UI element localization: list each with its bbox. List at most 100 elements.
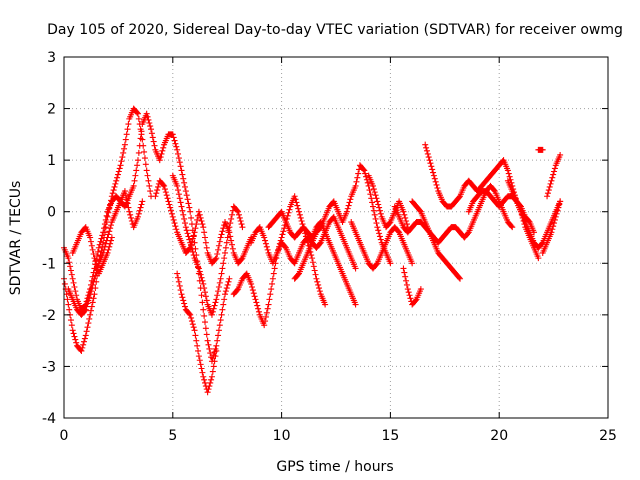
data-point [223, 285, 230, 292]
data-point [217, 275, 224, 282]
data-point [525, 217, 532, 224]
data-point [431, 175, 438, 182]
data-point [200, 306, 207, 313]
data-point [208, 373, 215, 380]
data-point [248, 280, 255, 287]
series-arc-22 [539, 198, 564, 256]
series-arc-15 [391, 182, 516, 246]
data-point [179, 294, 186, 301]
data-point [218, 231, 225, 238]
data-point [203, 297, 210, 304]
y-tick-label: 0 [47, 205, 56, 221]
data-point [400, 265, 407, 272]
data-point [220, 260, 227, 267]
y-tick-label: -3 [42, 359, 56, 375]
data-point [457, 275, 464, 282]
data-point [203, 244, 210, 251]
data-point [375, 201, 382, 208]
data-point [88, 285, 95, 292]
series-arc-11 [291, 162, 394, 282]
data-point [352, 265, 359, 272]
data-point [386, 220, 393, 227]
data-point [153, 190, 160, 197]
data-point [407, 295, 414, 302]
data-point [506, 173, 513, 180]
data-point [134, 110, 141, 117]
data-point [405, 289, 412, 296]
data-point [115, 168, 122, 175]
data-point [432, 178, 439, 185]
data-point [557, 198, 564, 205]
series-arc-5 [152, 177, 255, 267]
data-point [316, 240, 323, 247]
data-point [194, 342, 201, 349]
data-point [97, 238, 104, 245]
data-point [430, 169, 437, 176]
data-point [199, 221, 206, 228]
data-point [186, 236, 193, 243]
data-point [195, 208, 202, 215]
data-point [347, 196, 354, 203]
data-point [369, 182, 376, 189]
y-tick-label: 1 [47, 153, 56, 169]
data-point [196, 268, 203, 275]
data-point [190, 252, 197, 259]
data-point [538, 240, 545, 247]
data-point [551, 220, 558, 227]
data-point [187, 208, 194, 215]
data-point [264, 246, 271, 253]
data-point [219, 228, 226, 235]
data-point [109, 190, 116, 197]
data-point [152, 193, 159, 200]
data-point [423, 144, 430, 151]
data-point [178, 203, 185, 210]
data-point [143, 110, 150, 117]
data-point [161, 186, 168, 193]
data-point [91, 255, 98, 262]
data-point [201, 376, 208, 383]
data-point [371, 189, 378, 196]
data-point [203, 331, 210, 338]
data-point [239, 224, 246, 231]
data-point [539, 146, 546, 153]
data-point [137, 204, 144, 211]
data-point [253, 299, 260, 306]
data-point [264, 305, 271, 312]
data-point [309, 255, 316, 262]
data-point [409, 260, 416, 267]
series-arc-13 [365, 172, 411, 231]
data-point [193, 221, 200, 228]
data-point [352, 182, 359, 189]
data-point [160, 181, 167, 188]
data-point [180, 297, 187, 304]
data-point [199, 277, 206, 284]
data-point [219, 306, 226, 313]
data-point [168, 210, 175, 217]
data-points [61, 105, 564, 396]
x-tick-labels: 0 5 10 15 20 25 [60, 428, 617, 444]
data-point [401, 211, 408, 218]
data-point [89, 299, 96, 306]
data-point [234, 287, 241, 294]
data-point [95, 244, 102, 251]
data-point [86, 294, 93, 301]
data-point [166, 201, 173, 208]
data-point [278, 234, 285, 241]
data-point [106, 228, 113, 235]
data-point [269, 280, 276, 287]
data-point [195, 347, 202, 354]
data-point [185, 233, 192, 240]
data-point [134, 213, 141, 220]
data-point [416, 207, 423, 214]
data-point [369, 203, 376, 210]
data-point [373, 220, 380, 227]
data-point [143, 167, 150, 174]
data-point [146, 182, 153, 189]
data-point [254, 302, 261, 309]
data-point [316, 225, 323, 232]
data-point [66, 306, 73, 313]
data-point [508, 223, 515, 230]
data-point [89, 281, 96, 288]
series-arc-16 [409, 198, 464, 282]
